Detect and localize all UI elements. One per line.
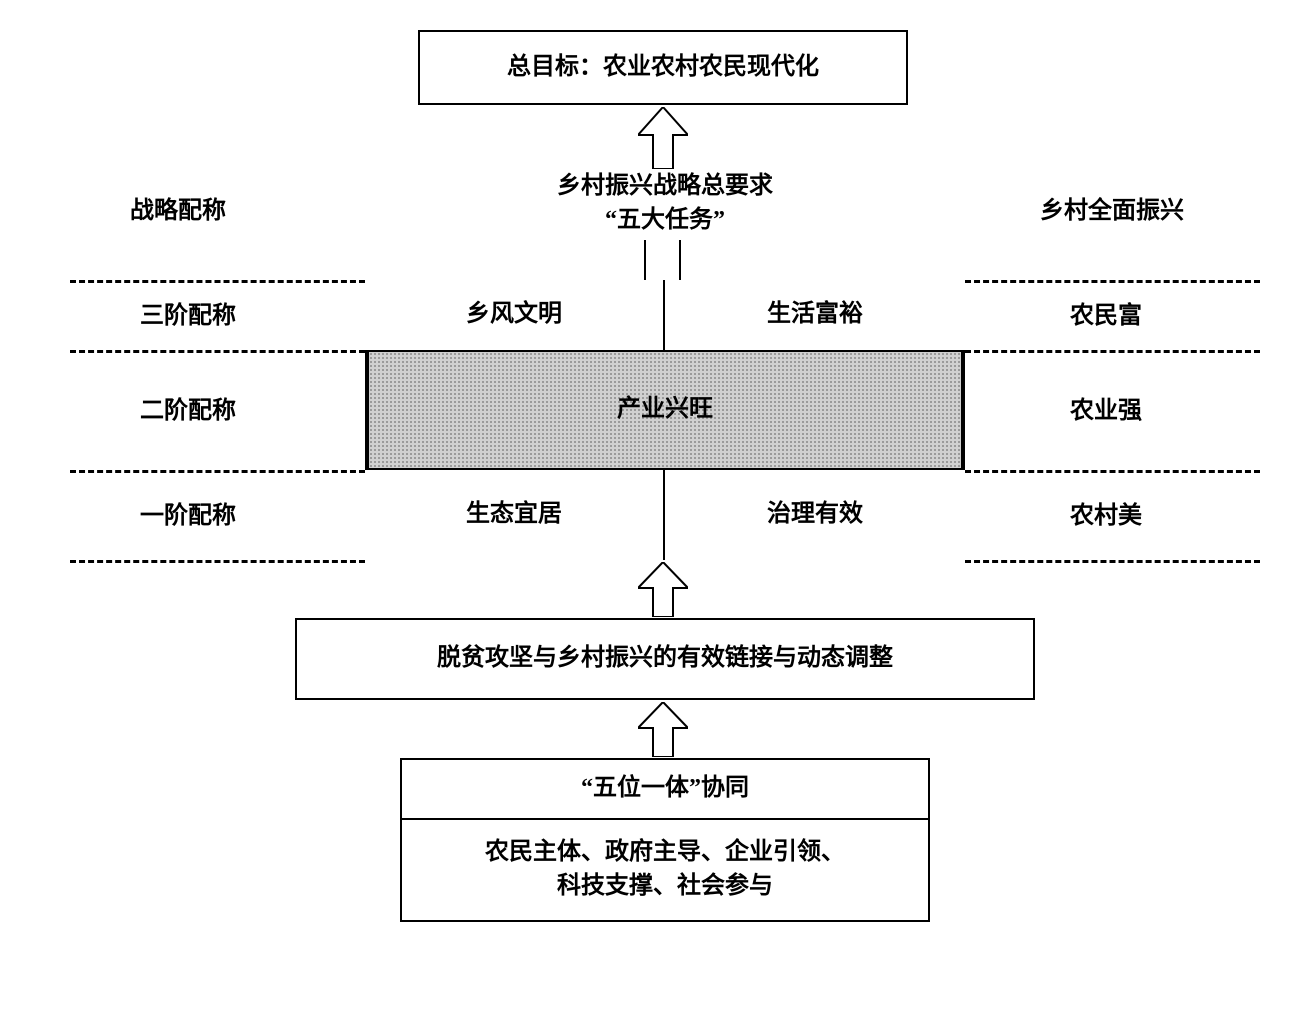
bottom-box-body: 农民主体、政府主导、企业引领、 科技支撑、社会参与 — [402, 820, 928, 920]
row3-cell2: 治理有效 — [665, 470, 965, 560]
diagram-canvas: 总目标：农业农村农民现代化 战略配称 乡村全面振兴 乡村振兴战略总要求 “五大任… — [30, 30, 1270, 990]
arrow-top-icon — [638, 107, 688, 169]
dashed-line-4r — [965, 560, 1260, 563]
center-label-line1: 乡村振兴战略总要求 — [557, 173, 773, 199]
row2-right-label: 农业强 — [1070, 395, 1142, 429]
bottom-box-outer: “五位一体”协同 农民主体、政府主导、企业引领、 科技支撑、社会参与 — [400, 758, 930, 922]
side-label-left: 战略配称 — [130, 195, 226, 229]
top-goal-text: 总目标：农业农村农民现代化 — [507, 51, 819, 85]
row2-cell1: 产业兴旺 — [369, 350, 961, 470]
link-box-text: 脱贫攻坚与乡村振兴的有效链接与动态调整 — [437, 642, 893, 676]
bottom-box-header: “五位一体”协同 — [402, 760, 928, 820]
top-goal-box: 总目标：农业农村农民现代化 — [418, 30, 908, 105]
row1-left-label: 三阶配称 — [140, 300, 236, 334]
dashed-line-1 — [70, 280, 365, 283]
dashed-line-3r — [965, 470, 1260, 473]
dashed-line-4 — [70, 560, 365, 563]
row3-left-label: 一阶配称 — [140, 500, 236, 534]
dashed-line-2 — [70, 350, 365, 353]
row2-left-label: 二阶配称 — [140, 395, 236, 429]
row3-cell1: 生态宜居 — [365, 470, 665, 560]
bottom-body-line1: 农民主体、政府主导、企业引领、 — [485, 836, 845, 870]
center-label: 乡村振兴战略总要求 “五大任务” — [440, 170, 890, 237]
side-label-right: 乡村全面振兴 — [1040, 195, 1184, 229]
row1-cell1: 乡风文明 — [365, 280, 665, 350]
dashed-line-3 — [70, 470, 365, 473]
dashed-line-1r — [965, 280, 1260, 283]
split-connector-icon — [630, 240, 695, 280]
row3-right-label: 农村美 — [1070, 500, 1142, 534]
arrow-mid2-icon — [638, 702, 688, 757]
row1-right-label: 农民富 — [1070, 300, 1142, 334]
row1-cell2: 生活富裕 — [665, 280, 965, 350]
bottom-body-line2: 科技支撑、社会参与 — [557, 870, 773, 904]
arrow-mid1-icon — [638, 562, 688, 617]
link-box: 脱贫攻坚与乡村振兴的有效链接与动态调整 — [295, 618, 1035, 700]
dashed-line-2r — [965, 350, 1260, 353]
center-label-line2: “五大任务” — [605, 207, 725, 233]
